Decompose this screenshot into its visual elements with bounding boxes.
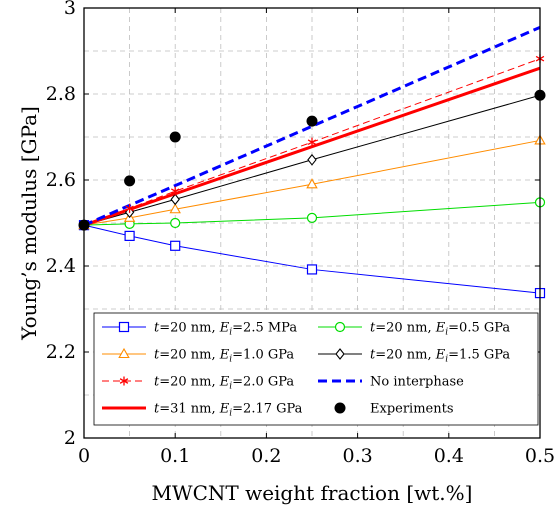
legend-box: [93, 312, 539, 426]
data-point-series-3: [170, 193, 180, 206]
x-tick-label: 0.5: [525, 445, 554, 467]
legend-label: t=20 nm, Ei=2.5 MPa: [154, 321, 297, 338]
legend-label: t=31 nm, Ei=2.17 GPa: [154, 402, 303, 419]
legend-entry-7: Experiments: [334, 402, 454, 417]
legend-entry-6: t=31 nm, Ei=2.17 GPa: [102, 402, 303, 419]
plot-frame: [83, 7, 541, 439]
data-point-series-4: [307, 137, 317, 147]
y-tick-label: 2.8: [46, 83, 76, 105]
y-tick-label: 2.6: [46, 169, 76, 191]
y-tick-label: 3: [64, 0, 76, 19]
data-point-series-7: [169, 131, 181, 143]
data-point-series-4: [170, 186, 180, 196]
legend-entry-2: t=20 nm, Ei=1.0 GPa: [102, 348, 294, 365]
y-tick-label: 2.4: [46, 255, 76, 277]
legend: t=20 nm, Ei=2.5 MPa t=20 nm, Ei=0.5 GPa t=…: [93, 312, 539, 426]
legend-marker: [335, 348, 345, 360]
legend-label: t=20 nm, Ei=0.5 GPa: [370, 321, 510, 338]
x-tick-label: 0.1: [160, 445, 190, 467]
data-point-series-1: [170, 217, 181, 229]
legend-entry-3: t=20 nm, Ei=1.5 GPa: [318, 348, 510, 365]
series-line-4: [83, 58, 541, 226]
asterisk-stroke: [307, 139, 317, 145]
legend-label: No interphase: [370, 375, 464, 390]
x-tick-label: 0.4: [434, 445, 464, 467]
data-point-series-0: [170, 240, 181, 251]
axis-ticks: 0 0.1 0.2 0.3 0.4 0.5 2 2.2 2.4 2.6 2.8 3: [46, 0, 554, 467]
data-point-series-7: [306, 115, 318, 127]
data-point-series-7: [124, 175, 136, 187]
x-tick-label: 0.3: [342, 445, 372, 467]
data-point-series-3: [307, 153, 317, 166]
legend-marker: [118, 321, 130, 333]
data-point-series-2: [306, 178, 318, 189]
legend-label: t=20 nm, Ei=1.0 GPa: [154, 348, 294, 365]
data-point-series-0: [306, 264, 318, 275]
series-line-5: [83, 25, 541, 227]
legend-marker: [334, 402, 346, 414]
legend-label: t=20 nm, Ei=1.5 GPa: [370, 348, 510, 365]
asterisk-stroke: [119, 378, 129, 384]
legend-entry-5: No interphase: [318, 375, 464, 390]
asterisk-stroke: [125, 205, 134, 212]
legend-label: t=20 nm, Ei=2.0 GPa: [154, 375, 294, 392]
y-tick-label: 2.2: [46, 341, 76, 363]
data-point-series-2: [169, 203, 181, 214]
legend-label: Experiments: [370, 402, 454, 417]
legend-marker: [334, 321, 346, 333]
asterisk-stroke: [170, 188, 180, 194]
legend-entry-0: t=20 nm, Ei=2.5 MPa: [102, 321, 297, 338]
legend-marker: [118, 347, 130, 359]
x-axis-label: MWCNT weight fraction [wt.%]: [152, 481, 473, 505]
y-tick-label: 2: [64, 427, 76, 449]
x-tick-label: 0: [78, 445, 90, 467]
data-point-series-4: [125, 203, 134, 213]
x-tick-label: 0.2: [251, 445, 281, 467]
data-point-series-0: [124, 230, 135, 241]
y-axis-label: Young’s modulus [GPa]: [17, 106, 41, 341]
legend-entry-1: t=20 nm, Ei=0.5 GPa: [318, 321, 510, 338]
legend-marker: [119, 376, 129, 386]
series-line-6: [83, 66, 541, 227]
legend-entry-4: t=20 nm, Ei=2.0 GPa: [102, 375, 294, 392]
data-point-series-1: [306, 212, 318, 223]
